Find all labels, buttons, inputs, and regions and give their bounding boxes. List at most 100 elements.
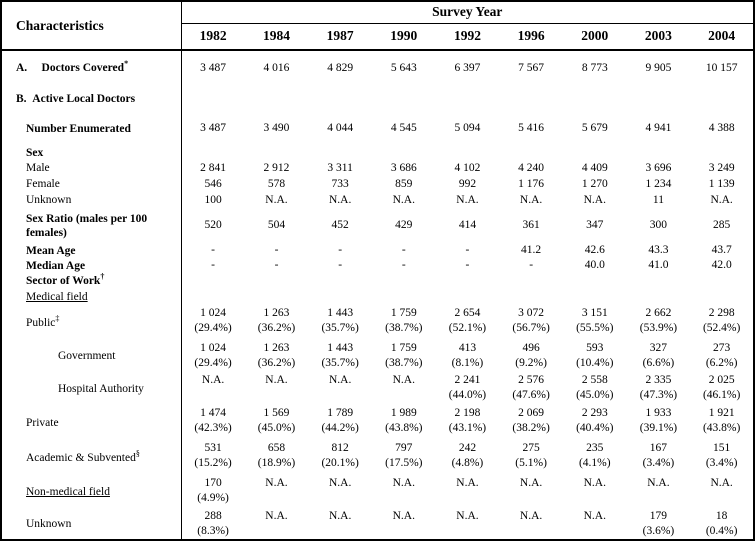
row-label-text: Hospital Authority [58, 382, 144, 395]
cell [499, 273, 563, 289]
cell: N.A. [456, 510, 479, 522]
cell: 2 662 (53.9%) [639, 307, 678, 334]
cell: 3 072 (56.7%) [512, 307, 550, 334]
footnote-marker: * [124, 59, 129, 69]
cell: 179 (3.6%) [642, 510, 675, 537]
cell: 414 [458, 219, 477, 231]
characteristics-header: Characteristics [1, 1, 182, 51]
cell: - [465, 259, 470, 271]
cell [690, 145, 754, 160]
cell: 1 933 (39.1%) [639, 407, 678, 434]
cell: 578 [267, 177, 286, 190]
cell: 11 [652, 193, 664, 206]
table-row: B. Active Local Doctors [1, 85, 754, 112]
cell [690, 273, 754, 289]
row-label: Public‡ [1, 305, 182, 340]
cell: 593 (10.4%) [576, 342, 614, 369]
row-label-text: Sector of Work [26, 275, 101, 287]
cell: 1 024 (29.4%) [194, 307, 232, 334]
cell: 2 912 [263, 161, 290, 174]
cell: N.A. [328, 374, 352, 386]
row-label: A. Doctors Covered* [1, 50, 182, 85]
cell: 1 139 [708, 177, 735, 190]
cell: 7 567 [518, 61, 545, 74]
row-label: Number Enumerated [1, 112, 182, 145]
cell: N.A. [456, 193, 479, 206]
cell: N.A. [201, 374, 225, 386]
cell: 2 841 [200, 161, 227, 174]
cell: 531 (15.2%) [194, 442, 232, 469]
cell [372, 289, 436, 305]
cell: N.A. [265, 193, 288, 206]
cell [563, 273, 627, 289]
cell: 2 198 (43.1%) [448, 407, 487, 434]
row-label-text: Medical field [26, 291, 88, 303]
cell [436, 289, 500, 305]
cell [627, 289, 691, 305]
row-label: Sex Ratio (males per 100 females) [1, 208, 182, 243]
cell: 5 416 [518, 122, 545, 134]
table-row: Hospital Authority N.A. N.A. N.A. N.A. 2 241 … [1, 372, 754, 405]
row-label-text: Unknown [26, 194, 72, 206]
cell [436, 145, 500, 160]
row-label: Female [1, 176, 182, 192]
cell: N.A. [328, 477, 352, 489]
row-label-text: A. Doctors Covered [16, 62, 125, 74]
cell [499, 145, 563, 160]
row-label-text: Sex [26, 146, 44, 159]
year-header: 1982 [181, 23, 245, 51]
cell [245, 273, 309, 289]
table-row: Male 2 841 2 912 3 311 3 686 4 102 4 240 4 409 3… [1, 160, 754, 176]
cell: 41.0 [648, 259, 669, 271]
row-label-text: Sex Ratio (males per 100 females) [26, 212, 148, 239]
row-label: Sex [1, 145, 182, 160]
cell: - [338, 259, 343, 271]
cell [308, 85, 372, 112]
year-header: 2004 [690, 23, 754, 51]
cell: 429 [395, 219, 413, 231]
cell: 2 335 (47.3%) [639, 374, 678, 401]
cell [563, 145, 627, 160]
cell: N.A. [328, 193, 352, 206]
cell [308, 289, 372, 305]
row-label-text: Male [26, 162, 50, 174]
cell: - [274, 244, 279, 256]
cell: 43.3 [648, 244, 669, 256]
table-header: Characteristics Survey Year 1982 1984 1987… [1, 1, 754, 51]
cell: N.A. [392, 193, 415, 206]
row-label: Academic & Subvented§ [1, 440, 182, 475]
cell: 1 176 [518, 177, 545, 190]
cell: 1 270 [581, 177, 608, 190]
year-header: 1996 [499, 23, 563, 51]
cell: 4 409 [581, 161, 608, 174]
cell: 1 263 (36.2%) [257, 342, 296, 369]
cell: N.A. [519, 510, 543, 522]
table-row: Unknown 288 (8.3%) N.A. N.A. N.A. N.A. N.A. N.A… [1, 508, 754, 540]
cell: 2 558 (45.0%) [576, 374, 614, 401]
cell: N.A. [583, 193, 606, 206]
row-label-text: Number Enumerated [26, 122, 131, 135]
cell [308, 273, 372, 289]
cell: 42.0 [711, 259, 732, 271]
cell: 496 (9.2%) [515, 342, 547, 369]
row-label-text: Non-medical field [26, 485, 110, 498]
cell: - [529, 259, 534, 271]
cell: N.A. [265, 477, 288, 489]
cell [690, 85, 754, 112]
cell: 9 905 [645, 61, 672, 74]
cell: 2 576 (47.6%) [512, 374, 550, 401]
cell: 2 293 (40.4%) [576, 407, 614, 434]
cell: N.A. [265, 510, 288, 522]
cell: 504 [267, 219, 286, 231]
cell [690, 289, 754, 305]
row-label-text: Government [58, 350, 116, 362]
cell: 167 (3.4%) [642, 442, 675, 469]
cell: 18 (0.4%) [705, 510, 738, 537]
year-header: 2003 [626, 23, 691, 51]
cell: N.A. [328, 510, 352, 522]
cell: 3 311 [327, 161, 353, 174]
cell: 546 [204, 177, 222, 190]
cell: 285 [713, 219, 731, 231]
cell [245, 145, 309, 160]
cell: 797 (17.5%) [385, 442, 423, 469]
